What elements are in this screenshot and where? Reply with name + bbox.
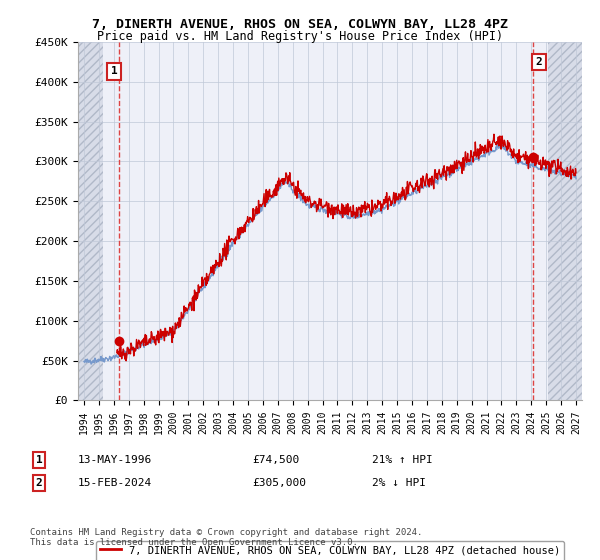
- Bar: [548, 42, 582, 400]
- Text: 2% ↓ HPI: 2% ↓ HPI: [372, 478, 426, 488]
- Text: 15-FEB-2024: 15-FEB-2024: [78, 478, 152, 488]
- Text: 1: 1: [35, 455, 43, 465]
- Text: 2: 2: [536, 57, 542, 67]
- Text: 21% ↑ HPI: 21% ↑ HPI: [372, 455, 433, 465]
- Text: £305,000: £305,000: [252, 478, 306, 488]
- Text: 1: 1: [111, 67, 118, 77]
- Text: 13-MAY-1996: 13-MAY-1996: [78, 455, 152, 465]
- Text: 2: 2: [35, 478, 43, 488]
- Text: £74,500: £74,500: [252, 455, 299, 465]
- Text: Contains HM Land Registry data © Crown copyright and database right 2024.
This d: Contains HM Land Registry data © Crown c…: [30, 528, 422, 547]
- Legend: 7, DINERTH AVENUE, RHOS ON SEA, COLWYN BAY, LL28 4PZ (detached house), HPI: Aver: 7, DINERTH AVENUE, RHOS ON SEA, COLWYN B…: [95, 541, 565, 560]
- Bar: [78, 42, 103, 400]
- Text: 7, DINERTH AVENUE, RHOS ON SEA, COLWYN BAY, LL28 4PZ: 7, DINERTH AVENUE, RHOS ON SEA, COLWYN B…: [92, 18, 508, 31]
- Text: Price paid vs. HM Land Registry's House Price Index (HPI): Price paid vs. HM Land Registry's House …: [97, 30, 503, 43]
